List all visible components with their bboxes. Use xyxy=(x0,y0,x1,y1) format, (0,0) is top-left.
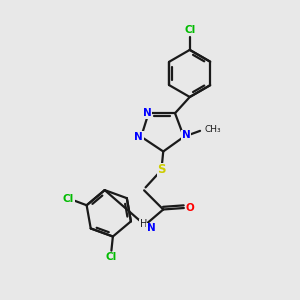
Text: N: N xyxy=(143,108,152,118)
Text: N: N xyxy=(182,130,190,140)
Text: S: S xyxy=(158,163,166,176)
Text: Cl: Cl xyxy=(184,25,195,35)
Text: H: H xyxy=(140,219,147,229)
Text: N: N xyxy=(146,223,155,233)
Text: N: N xyxy=(134,132,143,142)
Text: Cl: Cl xyxy=(63,194,74,204)
Text: Cl: Cl xyxy=(106,252,117,262)
Text: CH₃: CH₃ xyxy=(205,125,221,134)
Text: O: O xyxy=(186,203,195,213)
